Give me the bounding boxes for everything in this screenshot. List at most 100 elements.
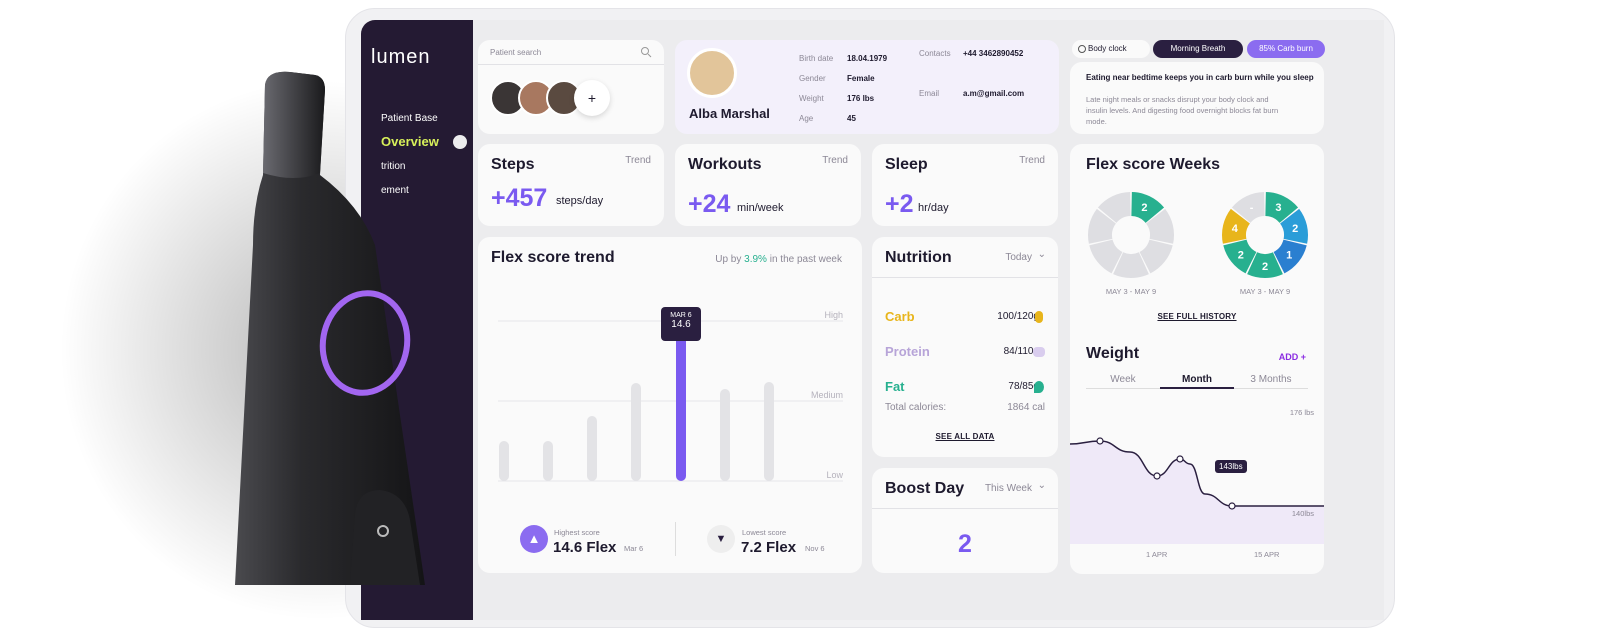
sleep-title: Sleep (885, 156, 928, 173)
weight-x-label-1: 1 APR (1146, 550, 1168, 559)
device-body (235, 71, 425, 585)
nutrition-title: Nutrition (885, 249, 952, 266)
boost-title: Boost Day (885, 480, 965, 497)
tab-underline (1160, 387, 1234, 389)
carb-value: 100/120g (997, 311, 1039, 322)
dashboard-screen: lumen Patient Base Overview trition emen… (361, 20, 1384, 620)
lowest-date: Nov 6 (805, 544, 825, 553)
tooltip-value: 14.6 (671, 319, 691, 330)
search-icon[interactable] (640, 46, 652, 58)
patient-search-card: Patient search + (478, 40, 664, 134)
email-label: Email (919, 89, 940, 98)
donut-segment (1097, 192, 1131, 223)
weight-x-label-2: 15 APR (1254, 550, 1280, 559)
patient-labels: Birth date Gender Weight Age (799, 49, 833, 129)
see-full-history-link[interactable]: SEE FULL HISTORY (1157, 312, 1237, 321)
tip-title: Eating near bedtime keeps you in carb bu… (1086, 73, 1314, 82)
donut-label: 2 (1292, 223, 1298, 235)
donut-segment (1223, 239, 1257, 274)
divider (675, 522, 676, 556)
trend-sub-pre: Up by (715, 254, 745, 265)
tab-month[interactable]: Month (1182, 374, 1212, 385)
boost-value: 2 (958, 530, 972, 558)
lowest-label: Lowest score (742, 528, 787, 537)
nutrition-card: Nutrition Today ⌄ Carb 100/120g Protein 84… (872, 237, 1058, 457)
weight-line-chart (1070, 437, 1324, 544)
carb-label: Carb (885, 309, 915, 324)
trend-bar-chart: High Medium Low (498, 310, 843, 482)
weight-point (1228, 502, 1236, 510)
tip-body: Late night meals or snacks disrupt your … (1086, 95, 1279, 126)
weeks-title: Flex score Weeks (1086, 156, 1221, 173)
donut-segment (1131, 192, 1165, 223)
chevron-down-icon[interactable]: ⌄ (1037, 249, 1046, 260)
tip-tabs: Body clock Morning Breath 85% Carb burn (1070, 40, 1325, 60)
tab-morning-breath[interactable]: Morning Breath (1153, 40, 1243, 58)
chart-bar (676, 335, 686, 481)
weight-axis-top: 176 lbs (1289, 408, 1314, 417)
weight-label: Weight (799, 94, 824, 103)
donut-segment (1146, 208, 1174, 244)
sleep-card: Sleep Trend +2 hr/day (872, 144, 1058, 226)
steps-trend-label: Trend (625, 155, 651, 166)
device-port (350, 490, 420, 585)
donut-label: - (1250, 202, 1254, 214)
search-input[interactable]: Patient search (490, 48, 542, 57)
sleep-trend-label: Trend (1019, 155, 1045, 166)
nutrition-list: Carb 100/120g Protein 84/110g Fat 78/85g (885, 299, 1053, 404)
nutrition-period[interactable]: Today (1005, 252, 1032, 263)
donut-segment (1113, 252, 1149, 278)
add-weight-button[interactable]: ADD + (1278, 352, 1306, 362)
clock-icon (1078, 45, 1086, 53)
donut-label: 2 (1262, 261, 1268, 273)
gender-label: Gender (799, 74, 826, 83)
chevron-down-icon[interactable]: ⌄ (1037, 480, 1046, 491)
sidebar-item-nutrition[interactable]: trition (381, 161, 406, 172)
lumen-device (235, 71, 425, 585)
highest-value: 14.6 Flex (553, 539, 617, 556)
sidebar-item-management[interactable]: ement (381, 185, 409, 196)
weight-point (1176, 455, 1184, 463)
chart-bar (720, 389, 730, 481)
workouts-unit: min/week (737, 202, 784, 214)
tab-week[interactable]: Week (1110, 374, 1136, 385)
tab-3-months[interactable]: 3 Months (1250, 374, 1292, 385)
see-all-data-link[interactable]: SEE ALL DATA (935, 432, 995, 441)
wheat-icon (1035, 311, 1043, 323)
fat-value: 78/85g (1008, 381, 1039, 392)
sidebar-item-patient-base[interactable]: Patient Base (381, 113, 438, 124)
app-logo: lumen (371, 46, 431, 68)
protein-value: 84/110g (1003, 346, 1039, 357)
arrow-down-icon: ▼ (707, 525, 735, 553)
donut-segment (1273, 239, 1307, 274)
tab-carb-burn[interactable]: 85% Carb burn (1247, 40, 1325, 58)
workouts-trend-label: Trend (822, 155, 848, 166)
add-patient-button[interactable]: + (574, 80, 610, 116)
device-ring-light (319, 290, 411, 396)
donut-segment (1139, 239, 1173, 274)
nutrition-row-fat: Fat 78/85g (885, 369, 1053, 404)
trend-sub-post: in the past week (766, 254, 842, 265)
weight-area (1070, 441, 1324, 544)
chart-bar (764, 382, 774, 481)
donut-label: 1 (1286, 249, 1292, 261)
nutrition-row-carb: Carb 100/120g (885, 299, 1053, 334)
device-button-icon (377, 525, 389, 537)
trend-subtitle: Up by 3.9% in the past week (715, 254, 842, 265)
level-label: Medium (811, 390, 843, 400)
donut-segment (1265, 192, 1299, 223)
nutrition-row-protein: Protein 84/110g (885, 334, 1053, 369)
boost-period[interactable]: This Week (984, 483, 1032, 494)
protein-label: Protein (885, 344, 930, 359)
chart-bar (543, 441, 553, 481)
donut-label: 3 (1275, 202, 1281, 214)
tab-body-clock[interactable]: Body clock (1072, 40, 1150, 58)
workouts-value: +24 (688, 190, 731, 218)
patient-photo (687, 48, 737, 98)
chart-bar (631, 383, 641, 481)
sidebar-item-overview[interactable]: Overview (381, 134, 439, 149)
age-label: Age (799, 114, 814, 123)
donut-label: 2 (1238, 249, 1244, 261)
arrow-up-icon: ▲ (520, 525, 548, 553)
